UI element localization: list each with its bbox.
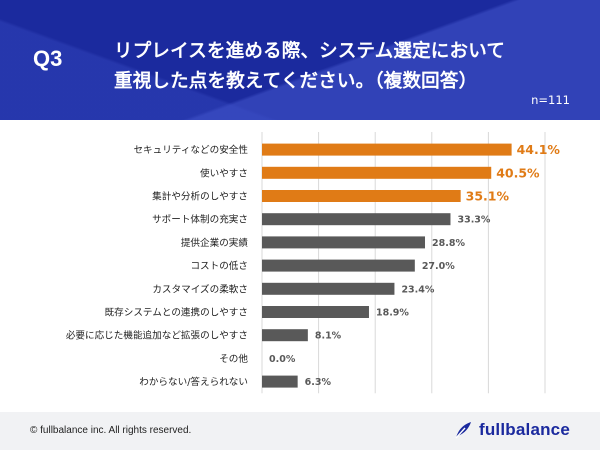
value-label: 40.5% [496, 165, 540, 180]
value-label: 6.3% [305, 377, 332, 388]
brand-logo: fullbalance [453, 420, 570, 440]
question-title-line-2: 重視した点を教えてください。（複数回答） [114, 71, 478, 92]
question-number: Q3 [33, 46, 63, 71]
copyright-text: © fullbalance inc. All rights reserved. [30, 425, 192, 436]
brand-name: fullbalance [478, 420, 570, 439]
value-label: 28.8% [432, 238, 465, 249]
category-label: 集計や分析のしやすさ [152, 191, 248, 203]
header-decoration [0, 0, 600, 120]
bar [262, 236, 426, 249]
header-decoration [0, 0, 600, 120]
category-label: セキュリティなどの安全性 [133, 144, 248, 156]
bar [262, 306, 369, 318]
value-label: 27.0% [422, 261, 455, 272]
bar [262, 282, 395, 295]
category-label: わからない/答えられない [139, 376, 248, 388]
bar [262, 375, 298, 388]
value-label: 0.0% [269, 354, 296, 365]
feather-logo-icon [455, 422, 471, 439]
category-label: サポート体制の充実さ [152, 214, 248, 226]
footer: © fullbalance inc. All rights reserved. … [0, 412, 600, 450]
category-label: 提供企業の実績 [181, 237, 249, 249]
value-label: 18.9% [376, 308, 409, 319]
bar [262, 329, 308, 342]
value-label: 23.4% [401, 284, 434, 295]
header-banner: Q3 リプレイスを進める際、システム選定において 重視した点を教えてください。（… [0, 0, 600, 120]
value-label: 35.1% [466, 189, 510, 204]
bar [262, 143, 512, 156]
category-label: 必要に応じた機能追加など拡張のしやすさ [66, 330, 248, 342]
value-label: 8.1% [315, 331, 342, 342]
category-label: カスタマイズの柔軟さ [152, 283, 248, 295]
bar [262, 213, 451, 226]
sample-size: n=111 [531, 93, 570, 107]
category-label: コストの低さ [190, 260, 248, 272]
bar [262, 166, 492, 179]
value-label: 44.1% [517, 142, 561, 157]
bar [262, 190, 461, 202]
question-title-line-1: リプレイスを進める際、システム選定において [114, 41, 506, 62]
value-label: 33.3% [457, 215, 490, 226]
category-label: 既存システムとの連携のしやすさ [105, 307, 248, 319]
bar [262, 259, 415, 272]
category-label: その他 [219, 353, 248, 365]
category-label: 使いやすさ [200, 167, 248, 179]
bar-chart: セキュリティなどの安全性 44.1% 使いやすさ 40.5% 集計や分析のしやすさ 35.… [66, 132, 561, 394]
